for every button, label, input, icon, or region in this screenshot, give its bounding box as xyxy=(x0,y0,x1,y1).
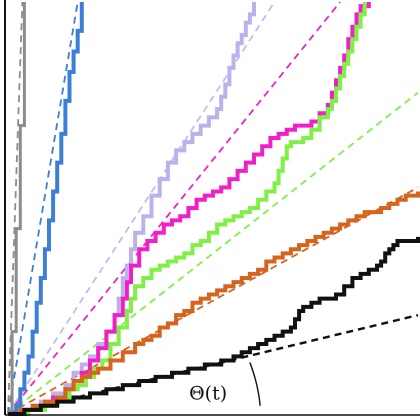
annotation-label: Θ(t) xyxy=(189,382,227,404)
step-curves xyxy=(8,2,420,416)
magenta-step-series xyxy=(8,2,371,416)
green-dashed-line xyxy=(7,91,419,415)
blue-step-series xyxy=(8,2,84,416)
gray-step-series xyxy=(8,2,26,416)
annotation-arrow xyxy=(249,362,261,406)
theta-annotation: Θ(t) xyxy=(189,362,261,406)
blue-dashed-line xyxy=(7,1,79,415)
orange-step-series xyxy=(8,191,420,416)
black-step-series xyxy=(8,236,420,416)
green-step-series xyxy=(8,2,367,416)
axes xyxy=(4,0,420,416)
gray-dashed-line xyxy=(7,1,24,415)
magenta-dashed-line xyxy=(7,1,341,415)
lavender-step-series xyxy=(8,2,256,416)
dashed-trend-lines xyxy=(7,1,419,416)
